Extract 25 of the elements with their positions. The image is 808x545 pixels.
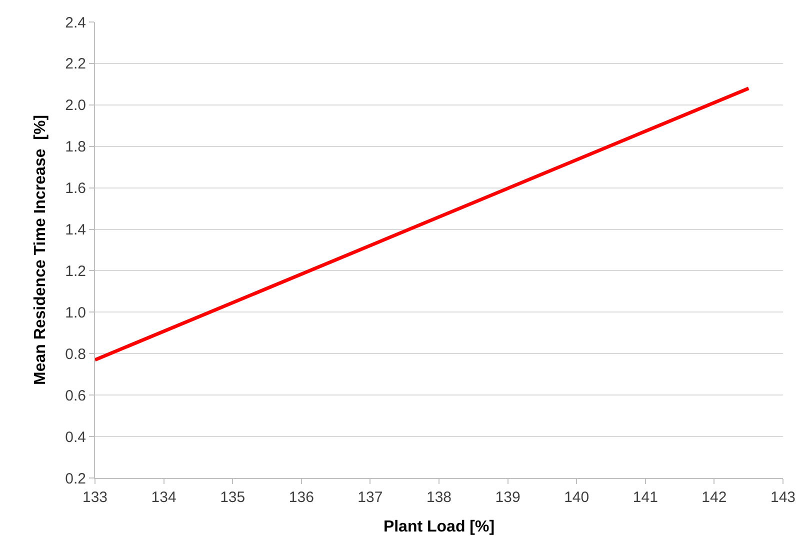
- x-tick-label: 133: [82, 489, 108, 506]
- y-tick-label: 0.4: [65, 428, 86, 446]
- y-tick-label: 0.6: [65, 387, 86, 404]
- y-tick-label: 1.0: [65, 304, 86, 322]
- y-tick-label: 0.8: [65, 346, 86, 363]
- x-tick-label: 139: [495, 489, 520, 506]
- x-tick-label: 141: [632, 489, 658, 506]
- x-tick-label: 137: [358, 489, 383, 506]
- x-tick-label: 134: [151, 489, 176, 506]
- y-tick-label: 0.2: [65, 470, 86, 488]
- x-tick-label: 135: [220, 489, 246, 506]
- x-axis-title: Plant Load [%]: [383, 518, 495, 536]
- y-tick-label: 2.2: [65, 56, 86, 73]
- y-tick-label: 2.0: [65, 97, 86, 114]
- x-tick-label: 140: [564, 489, 590, 506]
- x-tick-label: 136: [288, 489, 314, 506]
- y-axis-title: Mean Residence Time Increase [%]: [32, 114, 50, 386]
- y-tick-label: 1.6: [65, 180, 86, 198]
- x-tick-label: 138: [426, 489, 452, 506]
- y-tick-label: 2.4: [65, 14, 86, 32]
- y-tick-label: 1.4: [65, 222, 86, 239]
- x-tick-label: 143: [770, 489, 796, 506]
- x-tick-label: 142: [702, 489, 727, 506]
- y-tick-label: 1.2: [65, 262, 86, 280]
- y-tick-label: 1.8: [65, 138, 86, 156]
